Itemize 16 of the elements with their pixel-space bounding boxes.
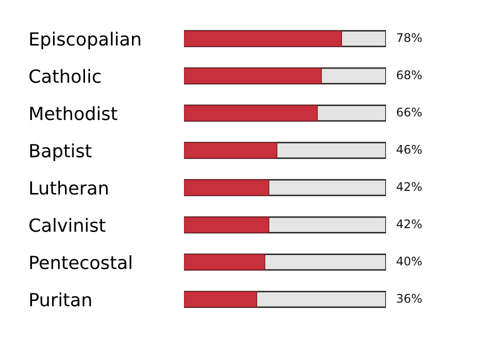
data-label: 42% (396, 219, 422, 228)
data-label: 40% (396, 256, 422, 266)
y-tick-label: Baptist (30, 144, 92, 161)
y-tick-label: Catholic (29, 69, 101, 83)
data-label: 66% (396, 108, 422, 117)
y-tick-label: Methodist (30, 106, 118, 120)
y-tick-label: Puritan (30, 292, 91, 306)
data-label: 78% (397, 33, 422, 42)
y-tick-label: Calvinist (29, 218, 106, 232)
data-label: 46% (396, 144, 422, 154)
y-tick-label: Pentecostal (30, 255, 132, 270)
data-label: 36% (397, 294, 422, 303)
y-tick-label: Lutheran (30, 180, 108, 195)
y-tick-label: Episcopalian (30, 32, 140, 50)
data-label: 42% (396, 182, 422, 192)
data-label: 68% (396, 70, 422, 80)
